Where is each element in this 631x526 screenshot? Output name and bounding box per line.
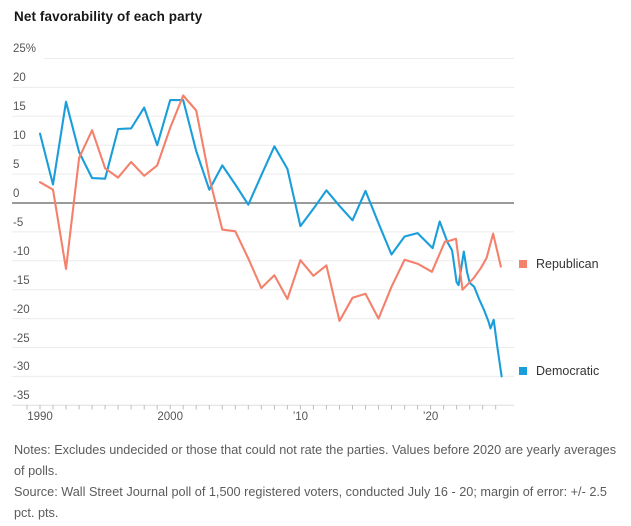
plot-area	[12, 58, 514, 410]
x-axis-label-1990: 1990	[27, 411, 53, 423]
x-axis-label-2020: ’20	[422, 411, 439, 423]
legend-label-democratic: Democratic	[536, 364, 600, 378]
y-axis-label--35: -35	[13, 390, 30, 403]
y-axis-label-0: 0	[13, 188, 20, 200]
series-line-democratic	[38, 99, 503, 378]
y-axis-label-5: 5	[13, 159, 20, 172]
y-axis-label--15: -15	[13, 274, 30, 287]
series-line-republican	[38, 94, 502, 322]
republican-swatch-icon	[519, 260, 527, 268]
y-axis-label-20: 20	[13, 72, 26, 85]
y-axis-label-25: 25%	[13, 43, 37, 56]
legend-item-democratic: Democratic	[519, 364, 599, 378]
footnotes: Notes: Excludes undecided or those that …	[14, 440, 626, 524]
legend-label-republican: Republican	[536, 257, 599, 271]
source-text: Source: Wall Street Journal poll of 1,50…	[14, 485, 607, 520]
democratic-swatch-icon	[519, 367, 527, 375]
y-axis-label--5: -5	[13, 216, 24, 229]
x-axis-label-2010: ’10	[292, 411, 309, 423]
chart-title: Net favorability of each party	[14, 9, 203, 24]
y-axis-label--25: -25	[13, 332, 30, 345]
legend-item-republican: Republican	[519, 257, 599, 271]
y-axis-label--30: -30	[13, 361, 30, 374]
notes-text: Notes: Excludes undecided or those that …	[14, 443, 617, 478]
y-axis-label--20: -20	[13, 303, 30, 316]
y-axis-label-10: 10	[13, 130, 26, 143]
x-axis-label-2000: 2000	[157, 411, 183, 423]
y-axis-label--10: -10	[13, 245, 30, 258]
y-axis-label-15: 15	[13, 101, 26, 114]
